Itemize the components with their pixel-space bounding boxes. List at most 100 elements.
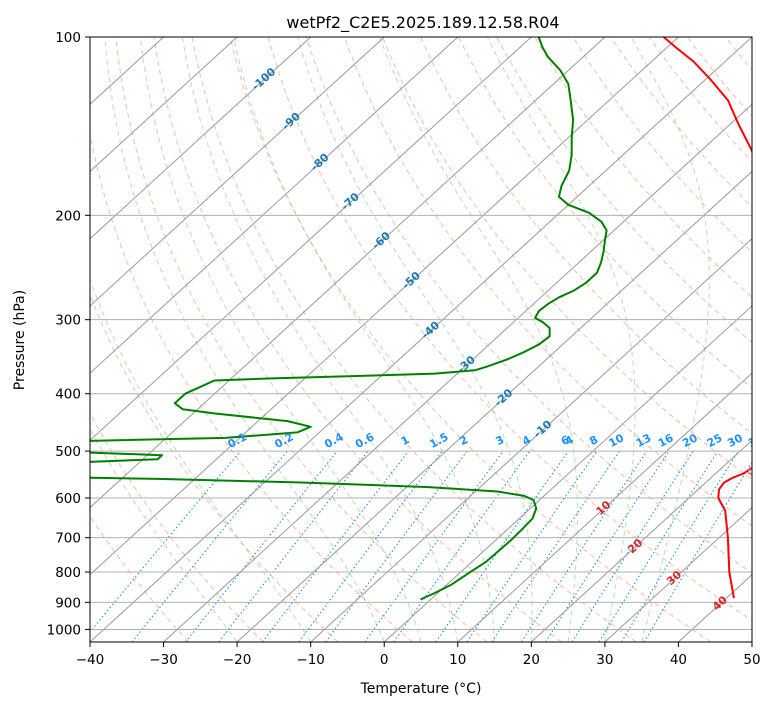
y-tick-label: 500 <box>55 444 81 460</box>
plot-frame <box>89 36 753 643</box>
dry-adiabat <box>764 37 775 642</box>
x-tick-label: 10 <box>449 652 466 668</box>
x-tick-label: −10 <box>296 652 325 668</box>
isotherm-line <box>604 506 752 642</box>
mixing-ratio-line <box>521 450 648 642</box>
mixing-ratio-label: 1.5 <box>427 430 450 451</box>
isotherm-line <box>90 37 238 173</box>
dry-adiabat <box>534 37 752 298</box>
mixing-ratio-label: 20 <box>680 431 700 450</box>
isotherm-line <box>90 37 532 441</box>
moist-adiabat <box>379 37 578 642</box>
x-tick-label: −40 <box>76 652 105 668</box>
dry-adiabat <box>191 37 637 642</box>
mixing-ratio-line <box>643 461 752 642</box>
x-tick-label: −30 <box>149 652 178 668</box>
x-tick-label: 50 <box>743 652 760 668</box>
dry-adiabat <box>572 37 752 253</box>
mixing-ratio-label: 30 <box>725 431 745 450</box>
mixing-ratio-label: 0.6 <box>353 430 377 451</box>
dry-adiabat <box>90 515 190 642</box>
x-axis-label: Temperature (°C) <box>360 681 482 697</box>
y-tick-label: 300 <box>55 313 81 329</box>
mixing-ratio-line <box>621 450 739 642</box>
isotherm-line <box>530 439 752 642</box>
dry-adiabat <box>725 37 752 71</box>
chart-title: wetPf2_C2E5.2025.189.12.58.R04 <box>286 13 559 33</box>
y-tick-label: 100 <box>55 30 81 46</box>
moist-adiabat <box>139 37 422 642</box>
mixing-ratio-line <box>435 450 569 642</box>
isotherm-line <box>90 37 385 307</box>
dry-adiabat <box>496 37 752 344</box>
y-tick-label: 900 <box>55 595 81 611</box>
x-tick-label: 40 <box>670 652 687 668</box>
x-tick-label: 30 <box>596 652 613 668</box>
mixing-ratio-line <box>571 450 694 642</box>
mixing-ratio-line <box>466 450 598 642</box>
mixing-ratio-line <box>185 450 338 642</box>
mixing-ratio-line <box>491 450 621 642</box>
mixing-ratio-label: 1 <box>399 433 412 448</box>
isotherm-line <box>90 37 679 576</box>
mixing-ratio-line <box>545 450 670 642</box>
dry-adiabat <box>458 37 752 389</box>
dry-adiabat <box>153 37 562 642</box>
isotherm-label: -100 <box>249 65 278 93</box>
mixing-ratio-line <box>131 450 288 642</box>
mixing-ratio-line <box>218 450 369 642</box>
moist-adiabat <box>182 37 459 642</box>
isotherm-line <box>90 37 752 642</box>
mixing-ratio-label: 13 <box>634 431 654 450</box>
moist-adiabat <box>90 427 238 642</box>
isotherm-line <box>236 170 752 642</box>
x-tick-label: −20 <box>223 652 252 668</box>
mixing-ratio-label: 10 <box>607 431 627 450</box>
moist-adiabat <box>90 278 312 642</box>
mixing-ratio-label: 0.4 <box>322 430 346 451</box>
mixing-ratio-line <box>364 450 504 642</box>
mixing-ratio-line <box>598 450 719 642</box>
y-tick-label: 1000 <box>47 622 81 638</box>
mixing-ratio-line <box>325 450 468 642</box>
dry-adiabat <box>115 37 488 642</box>
plot-clipped: -100-90-80-70-60-50-40-30-20-100.1 0.2 0.4… <box>90 37 775 642</box>
dry-adiabat <box>648 37 752 163</box>
mixing-ratio-label: 36 <box>746 431 766 450</box>
isotherm-line <box>457 372 752 642</box>
dry-adiabat <box>686 37 752 117</box>
mixing-ratio-line <box>262 450 409 642</box>
isotherm-line <box>90 37 606 509</box>
dry-adiabat <box>90 293 339 642</box>
y-axis-label: Pressure (hPa) <box>12 290 28 390</box>
temperature-profile <box>663 37 752 599</box>
isotherm-line <box>90 37 312 240</box>
moist-adiabat <box>233 37 496 642</box>
isotherm-line <box>310 238 752 642</box>
dewpoint-profile <box>90 37 608 601</box>
moist-adiabat <box>104 37 385 642</box>
y-tick-label: 400 <box>55 387 81 403</box>
dry-adiabat <box>90 131 413 642</box>
isotherm-line <box>163 103 752 642</box>
isotherm-line <box>90 37 459 374</box>
y-tick-label: 600 <box>55 491 81 507</box>
y-tick-label: 800 <box>55 565 81 581</box>
y-tick-label: 200 <box>55 208 81 224</box>
x-tick-label: 0 <box>380 652 389 668</box>
isotherm-line <box>751 641 752 642</box>
moist-adiabat <box>297 37 533 642</box>
dry-adiabat <box>343 37 752 527</box>
moist-adiabat <box>486 37 636 642</box>
mixing-ratio-label: 3 <box>493 433 506 448</box>
mixing-ratio-label: 0.1 <box>226 430 249 451</box>
dry-adiabat <box>90 412 264 642</box>
dry-adiabat <box>305 37 752 574</box>
mixing-ratio-line <box>90 450 241 633</box>
y-tick-label: 700 <box>55 531 81 547</box>
mixing-ratio-label: 25 <box>705 431 725 450</box>
x-tick-label: 20 <box>523 652 540 668</box>
isotherm-line <box>383 305 752 642</box>
dry-adiabat <box>267 37 752 622</box>
